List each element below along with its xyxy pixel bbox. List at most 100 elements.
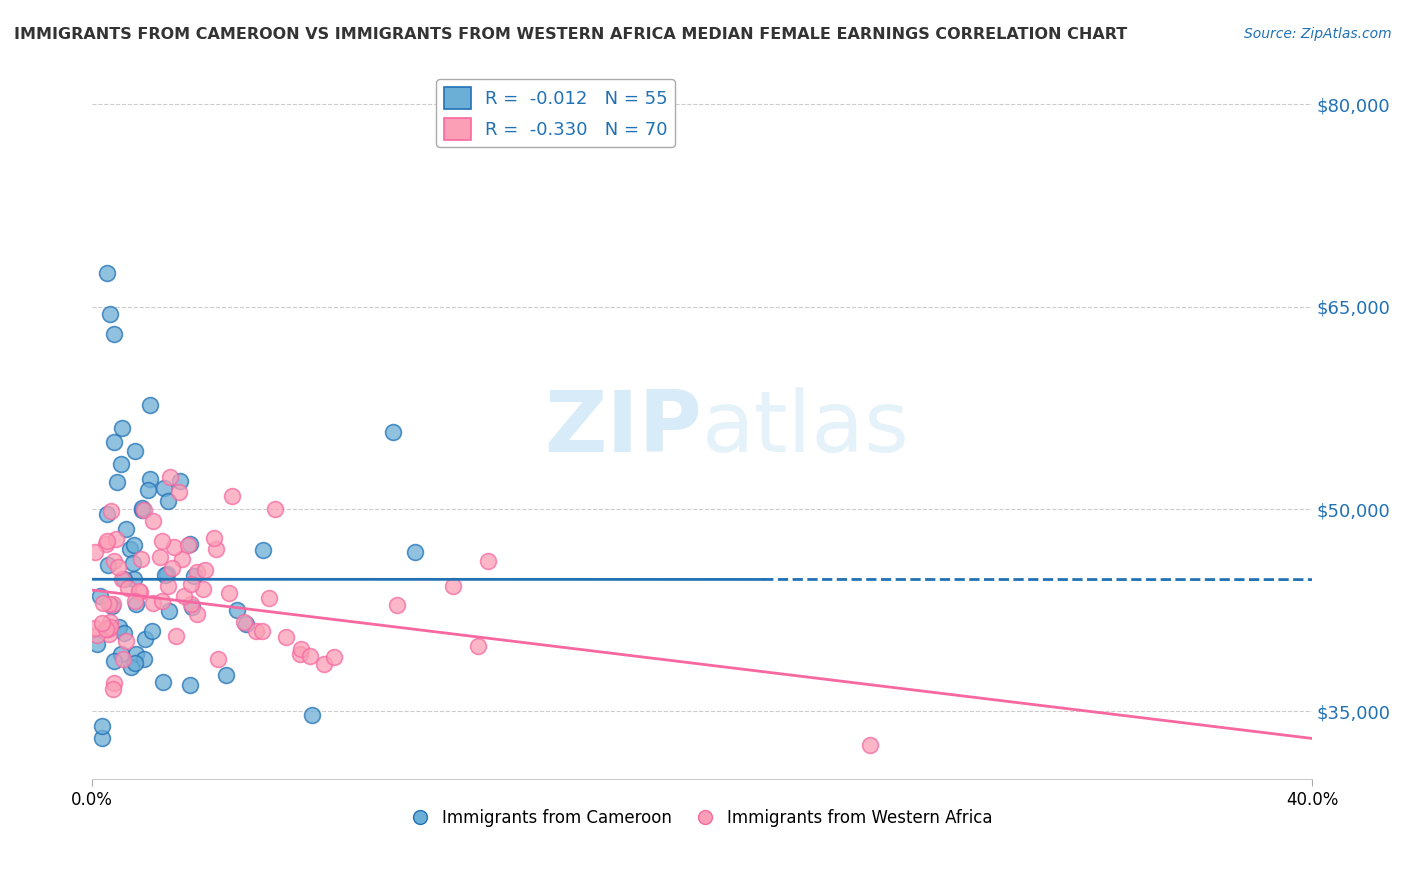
Point — [111, 652, 134, 666]
Point — [263, 502, 285, 516]
Point — [105, 475, 128, 490]
Point — [141, 624, 163, 638]
Point — [103, 326, 125, 341]
Point — [110, 647, 132, 661]
Point — [105, 532, 128, 546]
Text: IMMIGRANTS FROM CAMEROON VS IMMIGRANTS FROM WESTERN AFRICA MEDIAN FEMALE EARNING: IMMIGRANTS FROM CAMEROON VS IMMIGRANTS F… — [14, 27, 1128, 42]
Point — [90, 616, 112, 631]
Point — [183, 569, 205, 583]
Point — [467, 640, 489, 654]
Point — [250, 624, 273, 638]
Point — [157, 579, 180, 593]
Point — [312, 657, 335, 671]
Point — [160, 561, 183, 575]
Point — [153, 568, 176, 582]
Point — [159, 470, 181, 484]
Point — [180, 597, 202, 611]
Point — [96, 266, 118, 280]
Point — [103, 434, 125, 449]
Point — [477, 554, 499, 568]
Point — [385, 598, 408, 612]
Point — [112, 572, 135, 586]
Point — [96, 558, 118, 572]
Point — [115, 522, 138, 536]
Point — [191, 582, 214, 596]
Point — [139, 472, 162, 486]
Point — [167, 484, 190, 499]
Point — [96, 507, 118, 521]
Point — [98, 597, 121, 611]
Point — [86, 636, 108, 650]
Point — [125, 647, 148, 661]
Point — [124, 597, 146, 611]
Point — [128, 584, 150, 599]
Point — [165, 629, 187, 643]
Point — [90, 731, 112, 746]
Point — [103, 675, 125, 690]
Point — [382, 425, 405, 440]
Point — [859, 738, 882, 752]
Point — [186, 607, 208, 622]
Point — [177, 538, 200, 552]
Point — [290, 642, 312, 657]
Point — [124, 538, 146, 552]
Point — [157, 494, 180, 508]
Point — [179, 537, 201, 551]
Point — [149, 550, 172, 565]
Point — [252, 542, 274, 557]
Point — [225, 603, 247, 617]
Point — [180, 600, 202, 615]
Point — [98, 615, 121, 629]
Point — [96, 533, 118, 548]
Point — [214, 668, 236, 682]
Point — [122, 572, 145, 586]
Text: atlas: atlas — [702, 386, 910, 470]
Point — [124, 657, 146, 671]
Point — [301, 708, 323, 723]
Point — [134, 632, 156, 646]
Point — [103, 597, 125, 611]
Legend: Immigrants from Cameroon, Immigrants from Western Africa: Immigrants from Cameroon, Immigrants fro… — [405, 803, 1000, 834]
Point — [194, 563, 217, 577]
Point — [142, 596, 165, 610]
Point — [157, 604, 180, 618]
Point — [111, 421, 134, 435]
Point — [86, 628, 108, 642]
Point — [186, 565, 208, 579]
Point — [257, 591, 280, 605]
Point — [101, 681, 124, 696]
Point — [150, 534, 173, 549]
Point — [120, 659, 142, 673]
Point — [441, 578, 464, 592]
Point — [98, 620, 121, 634]
Point — [323, 650, 346, 665]
Point — [152, 675, 174, 690]
Point — [103, 653, 125, 667]
Point — [112, 626, 135, 640]
Point — [91, 719, 114, 733]
Point — [179, 677, 201, 691]
Point — [132, 652, 155, 666]
Point — [110, 457, 132, 471]
Point — [136, 483, 159, 497]
Text: ZIP: ZIP — [544, 386, 702, 470]
Point — [173, 590, 195, 604]
Point — [115, 633, 138, 648]
Point — [91, 595, 114, 609]
Point — [169, 475, 191, 489]
Point — [111, 572, 134, 586]
Point — [107, 560, 129, 574]
Text: Source: ZipAtlas.com: Source: ZipAtlas.com — [1244, 27, 1392, 41]
Point — [89, 589, 111, 603]
Point — [84, 621, 107, 635]
Point — [124, 594, 146, 608]
Point — [233, 615, 256, 630]
Point — [97, 622, 120, 636]
Point — [205, 542, 228, 557]
Point — [207, 651, 229, 665]
Point — [202, 531, 225, 545]
Point — [180, 577, 202, 591]
Point — [142, 514, 165, 528]
Point — [122, 556, 145, 570]
Point — [156, 567, 179, 582]
